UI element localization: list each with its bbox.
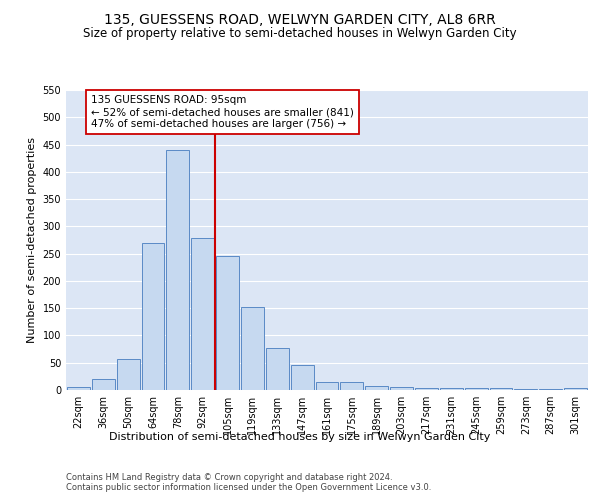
Bar	[191, 238, 214, 390]
Text: 135, GUESSENS ROAD, WELWYN GARDEN CITY, AL8 6RR: 135, GUESSENS ROAD, WELWYN GARDEN CITY, …	[104, 12, 496, 26]
Text: Distribution of semi-detached houses by size in Welwyn Garden City: Distribution of semi-detached houses by …	[109, 432, 491, 442]
Bar	[316, 382, 338, 390]
Text: Contains public sector information licensed under the Open Government Licence v3: Contains public sector information licen…	[66, 484, 431, 492]
Y-axis label: Number of semi-detached properties: Number of semi-detached properties	[27, 137, 37, 343]
Bar	[390, 388, 413, 390]
Bar	[415, 388, 438, 390]
Text: Contains HM Land Registry data © Crown copyright and database right 2024.: Contains HM Land Registry data © Crown c…	[66, 472, 392, 482]
Bar	[216, 256, 239, 390]
Bar	[291, 366, 314, 390]
Bar	[166, 150, 189, 390]
Bar	[92, 379, 115, 390]
Bar	[241, 306, 264, 390]
Bar	[67, 388, 90, 390]
Bar	[440, 388, 463, 390]
Bar	[340, 382, 363, 390]
Text: Size of property relative to semi-detached houses in Welwyn Garden City: Size of property relative to semi-detach…	[83, 28, 517, 40]
Bar	[490, 388, 512, 390]
Bar	[117, 359, 140, 390]
Bar	[266, 348, 289, 390]
Text: 135 GUESSENS ROAD: 95sqm
← 52% of semi-detached houses are smaller (841)
47% of : 135 GUESSENS ROAD: 95sqm ← 52% of semi-d…	[91, 96, 354, 128]
Bar	[564, 388, 587, 390]
Bar	[465, 388, 488, 390]
Bar	[365, 386, 388, 390]
Bar	[142, 242, 164, 390]
